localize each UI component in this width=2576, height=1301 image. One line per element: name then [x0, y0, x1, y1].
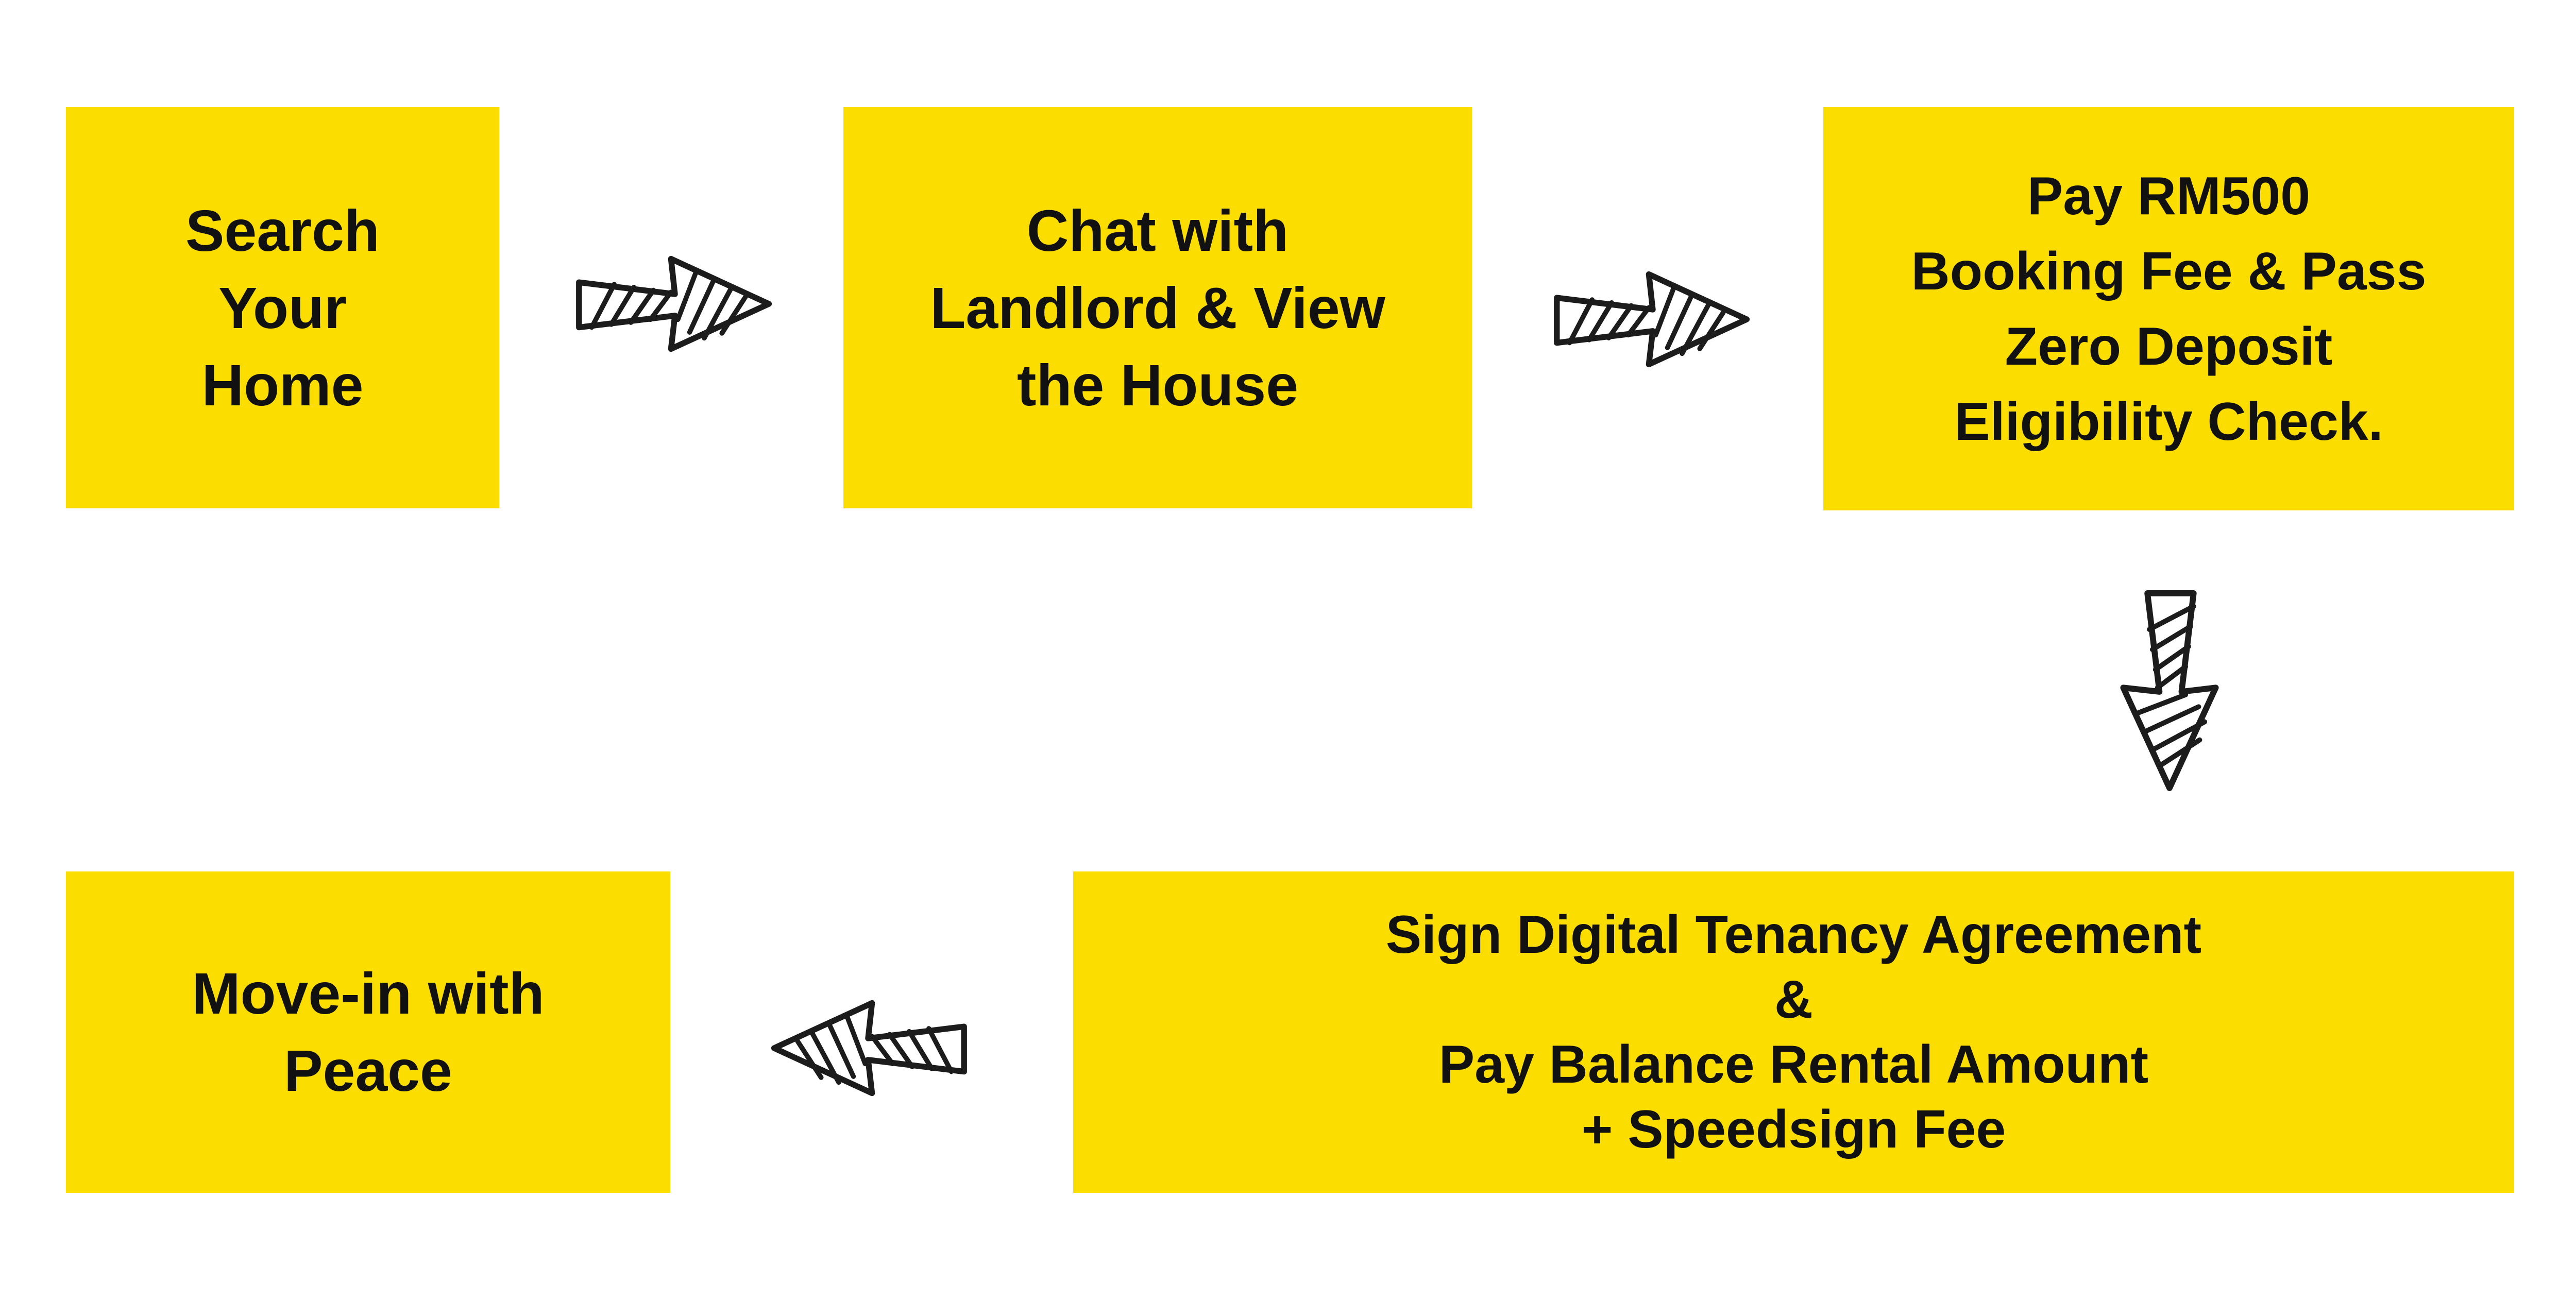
step-box-sign-agreement: Sign Digital Tenancy Agreement & Pay Bal…: [1073, 871, 2514, 1193]
step-box-move-in: Move-in with Peace: [66, 871, 670, 1193]
step-label: Pay RM500 Booking Fee & Pass Zero Deposi…: [1911, 159, 2427, 459]
step-label: Move-in with Peace: [192, 955, 544, 1109]
step-box-search-home: Search Your Home: [66, 107, 499, 508]
step-label-line: Chat with: [1026, 198, 1289, 263]
step-label-line: Pay Balance Rental Amount: [1438, 1035, 2149, 1094]
step-label: Chat with Landlord & View the House: [930, 192, 1385, 424]
step-label-line: the House: [1016, 352, 1299, 418]
step-label: Search Your Home: [185, 192, 380, 424]
step-label-line: Zero Deposit: [2005, 316, 2333, 376]
step-label-line: Sign Digital Tenancy Agreement: [1385, 905, 2202, 965]
step-label: Sign Digital Tenancy Agreement & Pay Bal…: [1386, 902, 2201, 1162]
hatched-arrow-icon: [576, 255, 772, 352]
step-label-line: Pay RM500: [2027, 166, 2311, 226]
step-label-line: Landlord & View: [930, 275, 1385, 340]
step-label-line: + Speedsign Fee: [1581, 1100, 2006, 1159]
step-label-line: &: [1774, 970, 1814, 1030]
step-label-line: Peace: [284, 1038, 452, 1103]
step-label-line: Your: [218, 275, 347, 340]
step-label-line: Booking Fee & Pass: [1911, 241, 2427, 301]
step-box-pay-booking-fee: Pay RM500 Booking Fee & Pass Zero Deposi…: [1823, 107, 2514, 510]
hatched-arrow-icon: [1554, 271, 1750, 368]
hatched-arrow-icon: [2120, 590, 2219, 792]
step-label-line: Move-in with: [192, 961, 545, 1026]
hatched-arrow-icon: [771, 1000, 967, 1097]
step-label-line: Eligibility Check.: [1954, 391, 2383, 452]
step-box-chat-landlord: Chat with Landlord & View the House: [843, 107, 1472, 508]
step-label-line: Search: [185, 198, 380, 263]
step-label-line: Home: [201, 352, 364, 418]
